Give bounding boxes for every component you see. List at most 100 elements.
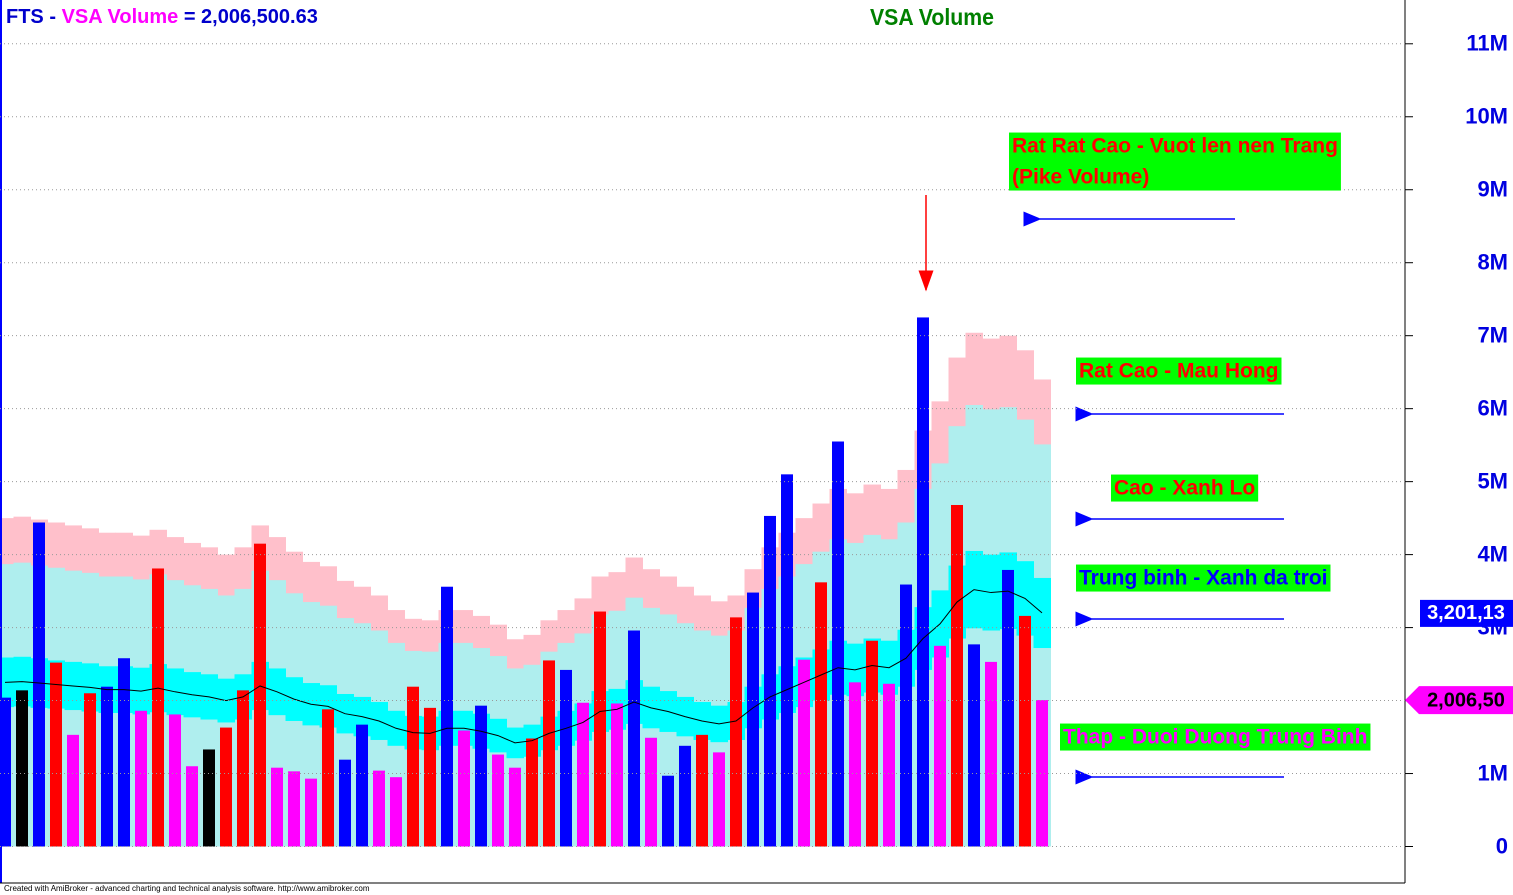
indicator-value: = 2,006,500.63 bbox=[178, 6, 318, 28]
bar bbox=[900, 584, 912, 847]
bar bbox=[798, 659, 810, 847]
bar bbox=[968, 644, 980, 847]
indicator-name: VSA Volume bbox=[62, 6, 179, 28]
ticker: FTS bbox=[6, 6, 44, 28]
bar bbox=[84, 693, 96, 847]
y-tick-label: 6M bbox=[1477, 395, 1508, 420]
bar bbox=[373, 770, 385, 847]
bar bbox=[458, 730, 470, 847]
y-tick-label: 11M bbox=[1466, 31, 1508, 56]
bar bbox=[662, 775, 674, 847]
bar bbox=[679, 745, 691, 847]
bar bbox=[645, 737, 657, 847]
bar bbox=[713, 752, 725, 847]
bar bbox=[254, 543, 266, 847]
annotation-text: Trung binh - Xanh da troi bbox=[1079, 567, 1327, 590]
bar bbox=[237, 690, 249, 847]
footer: Created with AmiBroker - advanced charti… bbox=[4, 884, 370, 893]
bar bbox=[203, 749, 215, 847]
bar bbox=[305, 778, 317, 847]
bar bbox=[33, 522, 45, 847]
bar bbox=[849, 682, 861, 847]
bar bbox=[917, 317, 929, 847]
bar bbox=[1002, 569, 1014, 847]
arrows bbox=[918, 195, 1284, 785]
annotation-box bbox=[1076, 357, 1282, 385]
bar bbox=[815, 582, 827, 847]
bar bbox=[288, 771, 300, 847]
bar bbox=[390, 777, 402, 847]
bar bbox=[883, 683, 895, 847]
bar bbox=[16, 690, 28, 847]
bar bbox=[101, 686, 113, 847]
bar bbox=[186, 766, 198, 847]
last-value-label: 3,201,13 bbox=[1427, 602, 1505, 624]
last-value-marker bbox=[1420, 599, 1513, 627]
bar bbox=[509, 767, 521, 847]
chart-heading: FTS - VSA Volume = 2,006,500.63 bbox=[6, 6, 318, 28]
annotation-text: Cao - Xanh Lo bbox=[1114, 477, 1255, 500]
bar bbox=[781, 474, 793, 847]
bar bbox=[271, 767, 283, 847]
annotation-box bbox=[1009, 132, 1341, 191]
bar bbox=[424, 707, 436, 847]
bar bbox=[1036, 700, 1048, 847]
bar bbox=[475, 705, 487, 847]
bar bbox=[526, 738, 538, 847]
bar bbox=[934, 645, 946, 847]
bar bbox=[696, 734, 708, 847]
annotation-box bbox=[1076, 564, 1331, 592]
bar bbox=[322, 709, 334, 847]
y-tick-label: 1M bbox=[1477, 760, 1508, 785]
bar bbox=[985, 661, 997, 847]
separator: - bbox=[44, 6, 62, 28]
bar bbox=[611, 703, 623, 847]
bar bbox=[560, 669, 572, 847]
bar bbox=[118, 658, 130, 847]
bar bbox=[543, 660, 555, 847]
bar bbox=[492, 754, 504, 847]
bar bbox=[628, 630, 640, 847]
bar bbox=[356, 724, 368, 847]
bar bbox=[832, 441, 844, 847]
annotation-box bbox=[1111, 474, 1259, 502]
y-tick-label: 7M bbox=[1477, 322, 1508, 347]
bar bbox=[67, 734, 79, 847]
bar bbox=[152, 568, 164, 847]
bar bbox=[577, 702, 589, 847]
ma-line bbox=[4, 589, 1043, 744]
bar bbox=[730, 617, 742, 847]
bar bbox=[441, 586, 453, 847]
y-tick-label: 10M bbox=[1465, 104, 1508, 129]
plot-area bbox=[0, 317, 1051, 847]
bar bbox=[764, 515, 776, 847]
bar bbox=[220, 727, 232, 847]
annotation-text: Rat Cao - Mau Hong bbox=[1079, 360, 1279, 383]
bar bbox=[866, 640, 878, 847]
bar bbox=[1019, 615, 1031, 847]
bar bbox=[594, 611, 606, 847]
bar bbox=[135, 710, 147, 847]
y-tick-label: 0 bbox=[1496, 833, 1508, 858]
chart-title: VSA Volume bbox=[870, 4, 994, 30]
bar bbox=[50, 662, 62, 847]
band bbox=[1033, 577, 1051, 649]
y-tick-label: 8M bbox=[1477, 250, 1508, 275]
last-value-marker bbox=[1405, 686, 1513, 715]
bar bbox=[339, 759, 351, 847]
y-tick-label: 5M bbox=[1477, 468, 1508, 493]
bar bbox=[407, 686, 419, 847]
y-tick-label: 4M bbox=[1477, 541, 1508, 566]
last-value-label: 2,006,50 bbox=[1427, 689, 1505, 711]
annotation-box bbox=[1060, 723, 1371, 751]
y-tick-label: 9M bbox=[1477, 177, 1508, 202]
bar bbox=[951, 504, 963, 847]
bar bbox=[169, 714, 181, 847]
annotation-text: Rat Rat Cao - Vuot len nen Trang bbox=[1012, 135, 1338, 158]
annotation-text: (Pike Volume) bbox=[1012, 166, 1149, 189]
annotation-text: Thap - Duoi Duong Trung Binh bbox=[1063, 726, 1367, 749]
bar bbox=[0, 697, 11, 847]
bar bbox=[747, 592, 759, 847]
